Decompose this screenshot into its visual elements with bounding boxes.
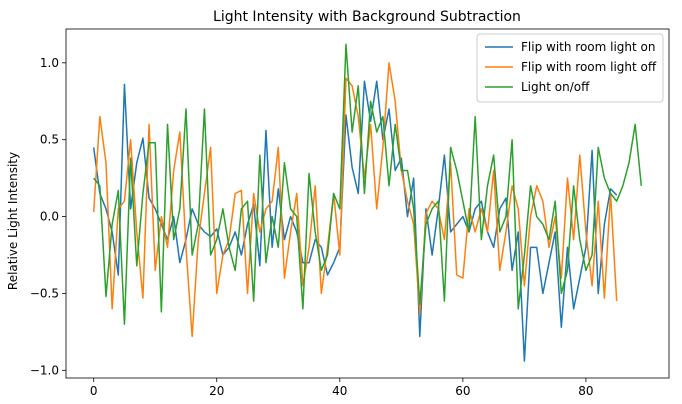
legend-label-3: Light on/off <box>521 80 590 94</box>
legend: Flip with room light on Flip with room li… <box>476 33 664 103</box>
x-tick-label: 0 <box>90 384 98 398</box>
x-tick-label: 60 <box>455 384 470 398</box>
x-tick-label: 40 <box>332 384 347 398</box>
series-line-1 <box>92 80 618 362</box>
y-tick-label: 1.0 <box>40 56 59 70</box>
y-tick-label: 0.0 <box>40 210 59 224</box>
y-tick-label: −0.5 <box>30 286 59 300</box>
plot-frame <box>65 28 670 379</box>
x-tick-label: 80 <box>578 384 593 398</box>
legend-label-2: Flip with room light off <box>521 60 657 74</box>
series-line-2 <box>92 62 618 338</box>
legend-box <box>476 33 664 103</box>
y-tick-label: −1.0 <box>30 363 59 377</box>
legend-label-1: Flip with room light on <box>521 40 656 54</box>
series-line-3 <box>93 43 643 325</box>
chart-title: Light Intensity with Background Subtract… <box>213 9 521 25</box>
y-tick-label: 0.5 <box>40 133 59 147</box>
plot-area: 0 20 40 60 80 −1.0 −0.5 0.0 0.5 1.0 <box>30 28 670 398</box>
x-tick-label: 20 <box>209 384 224 398</box>
y-axis-label: Relative Light Intensity <box>6 152 20 290</box>
